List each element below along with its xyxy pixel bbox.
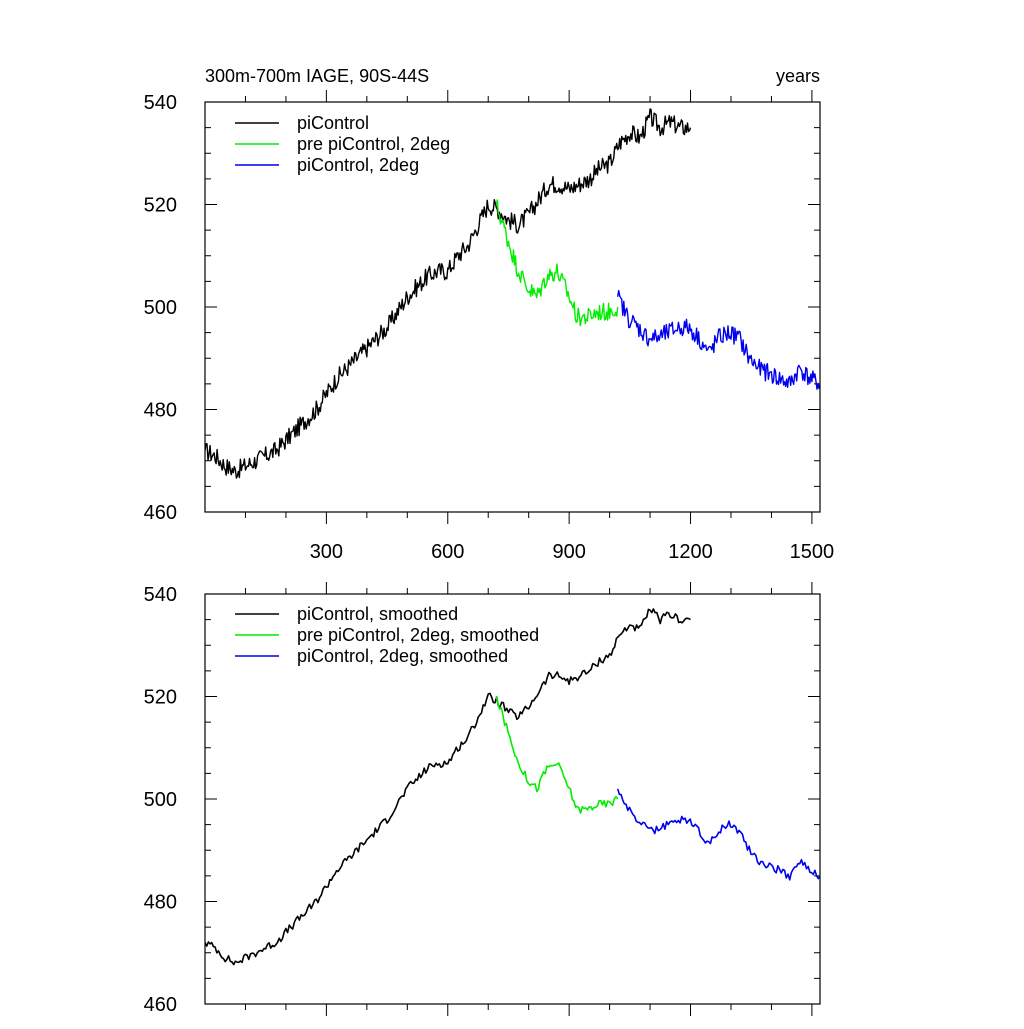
y-tick-label: 460 <box>144 994 177 1016</box>
legend-label: piControl, 2deg <box>297 155 419 175</box>
series-layer <box>205 608 820 966</box>
x-tick-label: 1200 <box>668 541 713 563</box>
x-tick-label: 1500 <box>790 541 835 563</box>
y-tick-label: 520 <box>144 687 177 709</box>
series-layer <box>205 108 820 479</box>
y-tick-label: 500 <box>144 789 177 811</box>
legend-label: pre piControl, 2deg, smoothed <box>297 625 539 645</box>
axis-ticks <box>205 90 820 524</box>
series-line-2 <box>495 696 619 814</box>
series-line-3 <box>616 788 820 881</box>
y-tick-label: 500 <box>144 297 177 319</box>
x-tick-label: 600 <box>431 541 464 563</box>
panel-raw: 300m-700m IAGE, 90S-44S years 460 480 500 5… <box>144 66 835 563</box>
y-tick-label: 540 <box>144 92 177 114</box>
x-tick-label: 900 <box>552 541 585 563</box>
plot-frame <box>204 101 821 513</box>
y-tick-label: 480 <box>144 892 177 914</box>
panel-title-right: years <box>776 66 820 86</box>
legend-label: piControl, smoothed <box>297 604 458 624</box>
legend-label: piControl <box>297 113 369 133</box>
series-line-1 <box>205 608 691 966</box>
y-tick-label: 480 <box>144 400 177 422</box>
legend-label: piControl, 2deg, smoothed <box>297 646 508 666</box>
axis-tick-labels: 460 480 500 520 540 <box>144 584 177 1016</box>
plot-frame <box>204 593 821 1005</box>
panel-title-left: 300m-700m IAGE, 90S-44S <box>205 66 429 86</box>
x-tick-label: 300 <box>310 541 343 563</box>
axis-tick-labels: 460 480 500 520 540 300 600 900 1200 1500 <box>144 92 835 563</box>
axis-ticks <box>205 582 820 1016</box>
y-tick-label: 540 <box>144 584 177 606</box>
series-line-2 <box>495 199 619 327</box>
series-line-1 <box>205 108 692 479</box>
legend-label: pre piControl, 2deg <box>297 134 450 154</box>
y-tick-label: 460 <box>144 502 177 524</box>
series-line-3 <box>617 289 820 390</box>
y-tick-label: 520 <box>144 195 177 217</box>
